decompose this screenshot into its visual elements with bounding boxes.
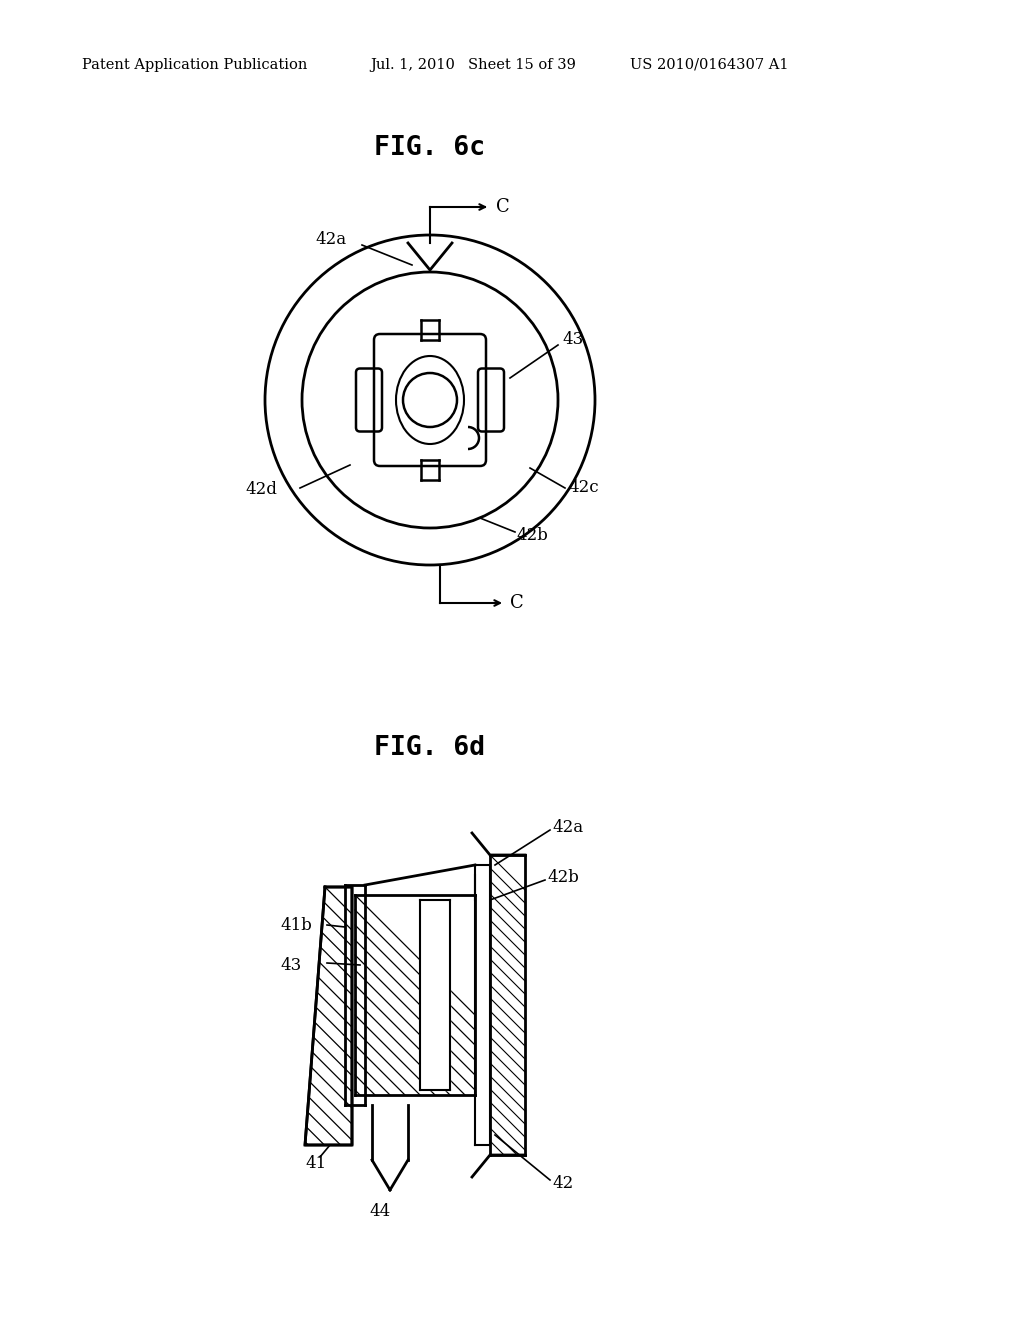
Text: FIG. 6d: FIG. 6d [375,735,485,762]
Text: FIG. 6c: FIG. 6c [375,135,485,161]
Text: 41b: 41b [280,916,312,933]
Text: C: C [496,198,510,216]
Text: Sheet 15 of 39: Sheet 15 of 39 [468,58,575,73]
Text: 44: 44 [370,1204,390,1221]
Text: US 2010/0164307 A1: US 2010/0164307 A1 [630,58,788,73]
Text: C: C [510,594,523,612]
Text: 42c: 42c [568,479,599,496]
Text: 43: 43 [280,957,301,974]
Text: 42a: 42a [315,231,346,248]
Text: 42a: 42a [552,818,583,836]
Text: Patent Application Publication: Patent Application Publication [82,58,307,73]
Text: Jul. 1, 2010: Jul. 1, 2010 [370,58,455,73]
Text: 42d: 42d [245,482,276,499]
Text: 42b: 42b [547,869,579,886]
Text: 42: 42 [552,1175,573,1192]
Text: 42b: 42b [516,527,548,544]
Text: 41: 41 [305,1155,327,1172]
Text: 43: 43 [562,331,584,348]
